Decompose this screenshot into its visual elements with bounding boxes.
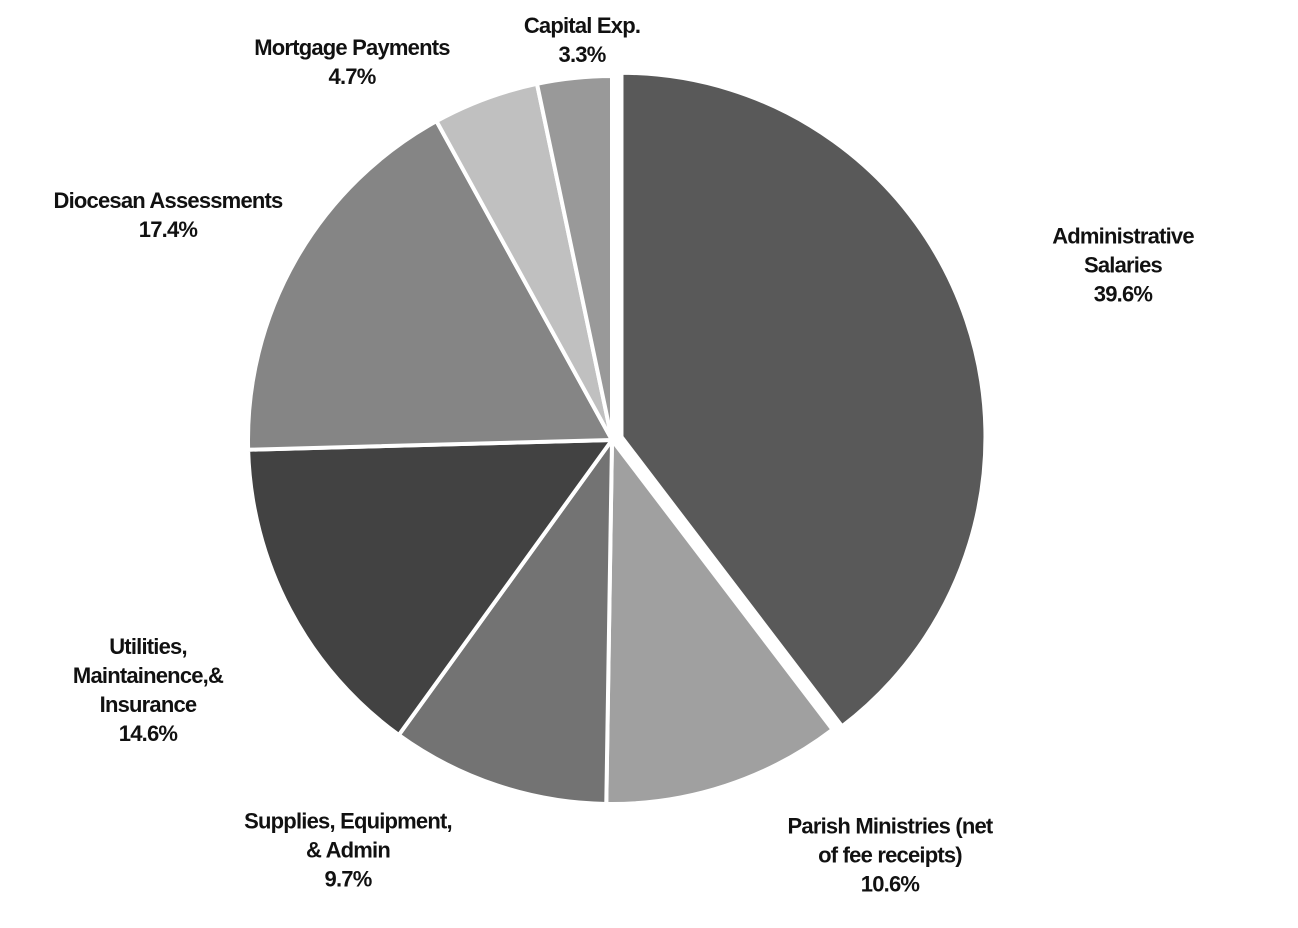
category-label: Administrative Salaries: [1052, 223, 1194, 278]
category-label: Diocesan Assessments: [53, 188, 284, 213]
value-label: 9.7%: [324, 866, 373, 892]
category-label: Supplies, Equipment, & Admin: [244, 808, 452, 863]
pie-slice: [604, 434, 836, 806]
slice-label: Parish Ministries (net of fee receipts) 1…: [787, 812, 994, 899]
slice-label: Utilities, Maintainence,& Insurance 14.6%: [72, 632, 224, 748]
category-label: Parish Ministries (net of fee receipts): [787, 813, 994, 868]
pie-slice: [395, 433, 615, 806]
pie-slice: [534, 73, 614, 441]
slice-label: Mortgage Payments 4.7%: [254, 33, 450, 91]
value-label: 14.6%: [118, 721, 178, 746]
slice-label: Administrative Salaries 39.6%: [1036, 222, 1211, 309]
value-label: 10.6%: [860, 871, 920, 897]
value-label: 39.6%: [1093, 281, 1153, 307]
pie-slice: [246, 437, 616, 738]
slice-label: Supplies, Equipment, & Admin 9.7%: [244, 807, 452, 894]
category-label: Mortgage Payments: [254, 35, 450, 60]
slice-label: Diocesan Assessments 17.4%: [53, 186, 284, 244]
category-label: Utilities, Maintainence,& Insurance: [72, 634, 224, 717]
category-label: Capital Exp.: [523, 13, 641, 38]
value-label: 3.3%: [558, 42, 607, 67]
value-label: 4.7%: [328, 64, 377, 89]
slice-label: Capital Exp. 3.3%: [523, 11, 641, 69]
pie-slice: [619, 70, 988, 730]
value-label: 17.4%: [138, 217, 198, 242]
pie-slice: [246, 118, 616, 452]
